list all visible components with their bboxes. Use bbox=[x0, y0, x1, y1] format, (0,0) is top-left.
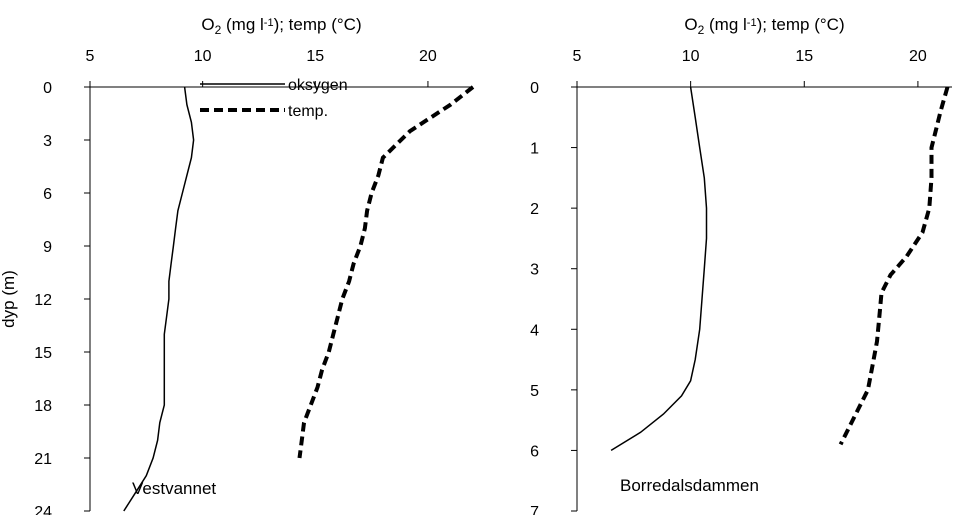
y-axis-title: dyp (m) bbox=[0, 270, 18, 328]
y-tick-label: 5 bbox=[530, 383, 539, 400]
x-axis-title-sub: 2 bbox=[215, 23, 222, 37]
x-tick-label: 15 bbox=[306, 48, 324, 65]
x-axis-title: O2 (mg l-1); temp (°C) bbox=[684, 15, 844, 37]
y-tick-label: 12 bbox=[34, 292, 52, 309]
y-tick-label: 24 bbox=[34, 504, 52, 515]
x-tick-label: 20 bbox=[909, 48, 927, 65]
y-tick-label: 0 bbox=[530, 80, 539, 97]
x-axis-title-mid: (mg l bbox=[221, 15, 264, 34]
x-axis-title: O2 (mg l-1); temp (°C) bbox=[201, 15, 361, 37]
x-tick-label: 20 bbox=[419, 48, 437, 65]
y-tick-label: 2 bbox=[530, 201, 539, 218]
y-tick-label: 6 bbox=[530, 443, 539, 460]
chart-panel-1: 5 10 15 20 0 3 6 9 12 15 18 21 24 O2 (mg l-1); temp (… bbox=[0, 15, 475, 515]
y-tick-label: 3 bbox=[43, 133, 52, 150]
series-temp-line bbox=[838, 86, 950, 446]
x-tick-label: 15 bbox=[795, 48, 813, 65]
series-oksygen-line bbox=[610, 86, 708, 452]
x-tick-label: 5 bbox=[573, 48, 582, 65]
y-tick-label: 7 bbox=[530, 504, 539, 515]
legend-label-temp: temp. bbox=[288, 103, 328, 120]
x-tick-label: 10 bbox=[682, 48, 700, 65]
x-tick-label: 10 bbox=[194, 48, 212, 65]
x-axis-title-sub: 2 bbox=[698, 23, 705, 37]
y-tick-label: 6 bbox=[43, 186, 52, 203]
y-tick-label: 1 bbox=[530, 141, 539, 158]
series-temp-line bbox=[297, 85, 475, 459]
x-axis-title-pre: O bbox=[201, 15, 214, 34]
x-axis-title-sup: -1 bbox=[747, 17, 757, 29]
y-tick-label: 3 bbox=[530, 262, 539, 279]
x-axis-title-pre: O bbox=[684, 15, 697, 34]
y-tick-label: 0 bbox=[43, 80, 52, 97]
x-axis-title-mid: (mg l bbox=[704, 15, 747, 34]
series-oksygen-line bbox=[123, 86, 195, 512]
y-tick-label: 21 bbox=[34, 451, 52, 468]
y-tick-label: 15 bbox=[34, 345, 52, 362]
panel-annotation: Vestvannet bbox=[132, 479, 216, 498]
x-tick-label: 5 bbox=[86, 48, 95, 65]
x-axis-title-post: ); temp (°C) bbox=[757, 15, 845, 34]
legend-label-oksygen: oksygen bbox=[288, 77, 348, 94]
x-axis-title-post: ); temp (°C) bbox=[274, 15, 362, 34]
y-tick-label: 9 bbox=[43, 239, 52, 256]
x-axis-title-sup: -1 bbox=[264, 17, 274, 29]
panel-annotation: Borredalsdammen bbox=[620, 476, 759, 495]
y-tick-label: 4 bbox=[530, 322, 539, 339]
y-tick-label: 18 bbox=[34, 398, 52, 415]
legend: oksygen temp. bbox=[200, 77, 348, 120]
